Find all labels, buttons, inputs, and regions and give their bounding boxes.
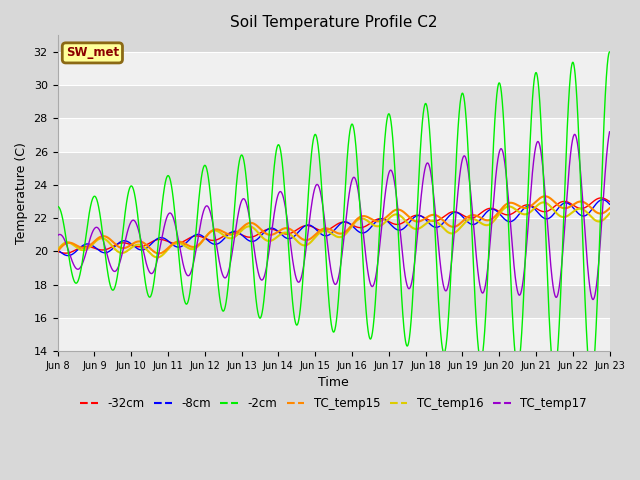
Bar [58,85,609,119]
Title: Soil Temperature Profile C2: Soil Temperature Profile C2 [230,15,437,30]
Bar [58,252,609,285]
Bar [58,152,609,185]
Legend: -32cm, -8cm, -2cm, TC_temp15, TC_temp16, TC_temp17: -32cm, -8cm, -2cm, TC_temp15, TC_temp16,… [76,392,591,415]
Bar [58,318,609,351]
Bar [58,285,609,318]
Bar [58,218,609,252]
Bar [58,119,609,152]
Bar [58,185,609,218]
Text: SW_met: SW_met [66,47,119,60]
X-axis label: Time: Time [318,376,349,389]
Bar [58,52,609,85]
Y-axis label: Temperature (C): Temperature (C) [15,143,28,244]
